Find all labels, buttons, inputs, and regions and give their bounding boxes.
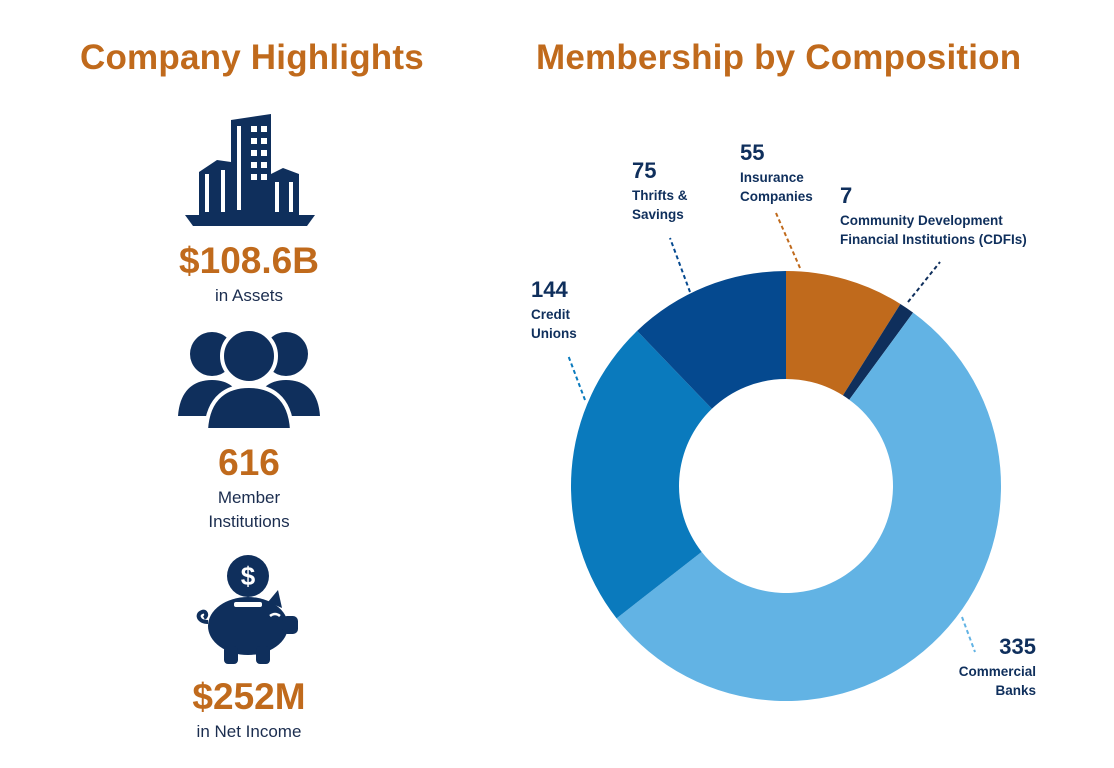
members-value: 616	[218, 442, 280, 483]
leader-line-credit-unions	[567, 354, 586, 401]
dollar-sign-icon: $	[241, 561, 256, 591]
category-label-thrifts-savings-line-1: Thrifts &	[632, 188, 688, 203]
slice-credit-unions	[571, 330, 712, 619]
members-label-line-1: Member	[217, 488, 281, 507]
company-highlights-title: Company Highlights	[80, 38, 424, 77]
value-label-cdfi: 7	[840, 183, 852, 208]
slice-insurance	[786, 271, 901, 396]
category-label-insurance-line-1: Insurance	[740, 170, 804, 185]
net-income-label: in Net Income	[196, 722, 302, 741]
slice-cdfi	[842, 303, 914, 400]
value-label-thrifts-savings: 75	[632, 158, 656, 183]
slice-commercial-banks	[616, 312, 1001, 701]
net-income-value: $252M	[192, 676, 306, 717]
category-label-insurance-line-2: Companies	[740, 189, 813, 204]
category-label-commercial-banks-line-1: Commercial	[959, 664, 1036, 679]
slice-thrifts-savings	[637, 271, 786, 409]
category-label-cdfi-line-2: Financial Institutions (CDFIs)	[840, 232, 1027, 247]
assets-value: $108.6B	[179, 240, 319, 281]
category-label-thrifts-savings-line-2: Savings	[632, 207, 684, 222]
buildings-icon	[185, 114, 315, 226]
category-label-cdfi-line-1: Community Development	[840, 213, 1003, 228]
value-label-insurance: 55	[740, 140, 764, 165]
leader-line-thrifts-savings	[669, 237, 691, 293]
value-label-credit-unions: 144	[531, 277, 568, 302]
piggy-bank-icon: $	[196, 555, 298, 664]
membership-composition-title: Membership by Composition	[536, 38, 1022, 77]
members-label-line-2: Institutions	[208, 512, 290, 531]
people-icon	[178, 327, 320, 430]
assets-label: in Assets	[214, 286, 284, 305]
leader-line-cdfi	[907, 261, 941, 303]
leader-line-insurance	[775, 212, 801, 269]
category-label-credit-unions-line-2: Unions	[531, 326, 577, 341]
category-label-credit-unions-line-1: Credit	[531, 307, 571, 322]
category-label-commercial-banks-line-2: Banks	[995, 683, 1036, 698]
leader-line-commercial-banks	[961, 616, 976, 653]
value-label-commercial-banks: 335	[999, 634, 1036, 659]
